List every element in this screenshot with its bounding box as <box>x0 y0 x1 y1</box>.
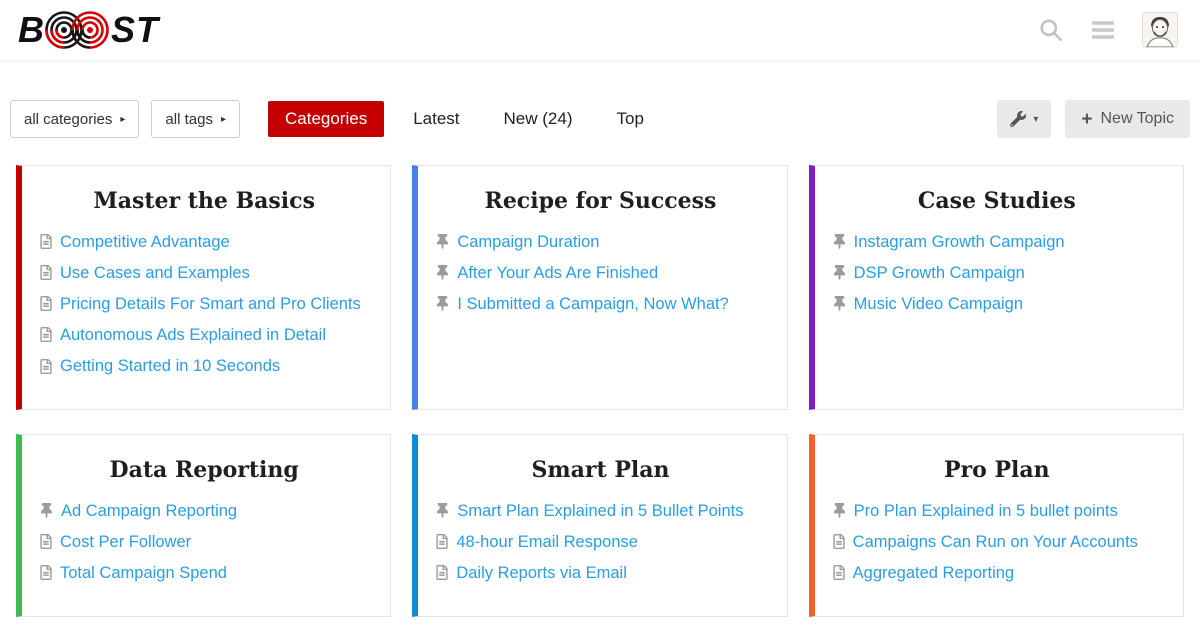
topic-label: Autonomous Ads Explained in Detail <box>60 325 326 344</box>
topic-link[interactable]: Instagram Growth Campaign <box>833 226 1161 257</box>
hamburger-menu-icon[interactable] <box>1090 19 1116 41</box>
doc-icon <box>833 534 845 550</box>
topic-link[interactable]: Campaign Duration <box>436 226 764 257</box>
topic-link[interactable]: Use Cases and Examples <box>40 257 368 288</box>
topic-link[interactable]: Campaigns Can Run on Your Accounts <box>833 526 1161 557</box>
doc-icon <box>40 565 52 581</box>
pin-icon <box>436 234 449 250</box>
topic-label: Instagram Growth Campaign <box>853 232 1065 251</box>
site-header: B <box>0 0 1200 60</box>
topic-link[interactable]: Cost Per Follower <box>40 526 368 557</box>
doc-icon <box>40 265 52 281</box>
logo-text-suffix: ST <box>111 9 160 50</box>
topic-link[interactable]: Getting Started in 10 Seconds <box>40 351 368 382</box>
topic-label: Use Cases and Examples <box>60 263 250 282</box>
tab-categories[interactable]: Categories <box>267 101 385 137</box>
doc-icon <box>40 534 52 550</box>
topic-label: Smart Plan Explained in 5 Bullet Points <box>457 501 744 520</box>
pin-icon <box>833 265 846 281</box>
topic-label: Music Video Campaign <box>853 294 1024 313</box>
topic-label: After Your Ads Are Finished <box>457 263 659 282</box>
topic-link[interactable]: Autonomous Ads Explained in Detail <box>40 319 368 350</box>
topic-link[interactable]: 48-hour Email Response <box>436 526 764 557</box>
topic-link[interactable]: Total Campaign Spend <box>40 557 368 588</box>
topic-label: Ad Campaign Reporting <box>61 501 238 520</box>
tab-latest[interactable]: Latest <box>413 109 460 128</box>
topic-label: 48-hour Email Response <box>456 532 638 551</box>
doc-icon <box>40 327 52 343</box>
topic-label: Pricing Details For Smart and Pro Client… <box>60 294 361 313</box>
wrench-icon <box>1010 111 1027 127</box>
pin-icon <box>833 234 846 250</box>
topic-link[interactable]: Pricing Details For Smart and Pro Client… <box>40 288 368 319</box>
topic-label: Daily Reports via Email <box>456 563 627 582</box>
category-filter-dropdown[interactable]: all categories ▸ <box>10 100 140 138</box>
search-icon[interactable] <box>1038 17 1064 43</box>
pin-icon <box>833 503 846 519</box>
category-title[interactable]: Recipe for Success <box>484 188 717 214</box>
category-box: Recipe for Success Campaign Duration After… <box>412 165 788 410</box>
pin-icon <box>40 503 53 519</box>
topic-label: Aggregated Reporting <box>852 563 1015 582</box>
logo-bullseye-icon <box>45 9 111 51</box>
category-title[interactable]: Master the Basics <box>93 188 315 214</box>
caret-right-icon: ▸ <box>220 113 226 125</box>
topic-link[interactable]: Aggregated Reporting <box>833 557 1161 588</box>
category-title[interactable]: Pro Plan <box>944 457 1050 483</box>
logo-text-prefix: B <box>18 9 45 50</box>
tag-filter-label: all tags <box>165 110 213 128</box>
topic-link[interactable]: Smart Plan Explained in 5 Bullet Points <box>436 495 764 526</box>
topic-link[interactable]: Pro Plan Explained in 5 bullet points <box>833 495 1161 526</box>
category-box: Case Studies Instagram Growth Campaign DSP… <box>808 165 1184 410</box>
topic-link[interactable]: After Your Ads Are Finished <box>436 257 764 288</box>
caret-down-icon: ▾ <box>1033 113 1039 125</box>
topic-label: Cost Per Follower <box>60 532 192 551</box>
category-box: Smart Plan Smart Plan Explained in 5 Bull… <box>412 434 788 617</box>
doc-icon <box>40 296 52 312</box>
category-grid: Master the Basics Competitive Advantage Us… <box>16 165 1184 617</box>
doc-icon <box>436 565 448 581</box>
pin-icon <box>833 296 846 312</box>
topic-label: Pro Plan Explained in 5 bullet points <box>853 501 1118 520</box>
topic-link[interactable]: I Submitted a Campaign, Now What? <box>436 288 764 319</box>
doc-icon <box>40 234 52 250</box>
pin-icon <box>436 296 449 312</box>
tag-filter-dropdown[interactable]: all tags ▸ <box>151 100 240 138</box>
category-title[interactable]: Case Studies <box>917 188 1076 214</box>
user-avatar[interactable] <box>1142 12 1178 48</box>
pin-icon <box>436 503 449 519</box>
topic-link[interactable]: DSP Growth Campaign <box>833 257 1161 288</box>
doc-icon <box>436 534 448 550</box>
new-topic-button[interactable]: + New Topic <box>1065 100 1190 138</box>
site-logo[interactable]: B <box>18 9 159 51</box>
plus-icon: + <box>1081 108 1093 130</box>
category-box: Pro Plan Pro Plan Explained in 5 bullet p… <box>808 434 1184 617</box>
topic-label: Campaign Duration <box>457 232 600 251</box>
tab-top[interactable]: Top <box>616 109 644 128</box>
topic-label: I Submitted a Campaign, Now What? <box>457 294 729 313</box>
category-title[interactable]: Data Reporting <box>109 457 299 483</box>
category-box: Data Reporting Ad Campaign Reporting Cost … <box>16 434 392 617</box>
category-box: Master the Basics Competitive Advantage Us… <box>16 165 392 410</box>
new-topic-label: New Topic <box>1100 110 1174 127</box>
topic-label: Getting Started in 10 Seconds <box>60 357 281 376</box>
topic-link[interactable]: Daily Reports via Email <box>436 557 764 588</box>
topic-link[interactable]: Competitive Advantage <box>40 226 368 257</box>
category-filter-label: all categories <box>24 110 113 128</box>
list-controls: all categories ▸ all tags ▸ Categories L… <box>0 100 1200 138</box>
topic-label: Campaigns Can Run on Your Accounts <box>852 532 1138 551</box>
topic-link[interactable]: Music Video Campaign <box>833 288 1161 319</box>
topic-link[interactable]: Ad Campaign Reporting <box>40 495 368 526</box>
category-title[interactable]: Smart Plan <box>531 457 670 483</box>
tab-new[interactable]: New (24) <box>503 109 573 128</box>
topic-label: Competitive Advantage <box>60 232 230 251</box>
topic-label: DSP Growth Campaign <box>853 263 1025 282</box>
admin-wrench-button[interactable]: ▾ <box>997 100 1052 138</box>
doc-icon <box>833 565 845 581</box>
caret-right-icon: ▸ <box>120 113 126 125</box>
nav-tabs: Categories Latest New (24) Top <box>267 101 673 137</box>
pin-icon <box>436 265 449 281</box>
topic-label: Total Campaign Spend <box>60 563 227 582</box>
doc-icon <box>40 358 52 374</box>
